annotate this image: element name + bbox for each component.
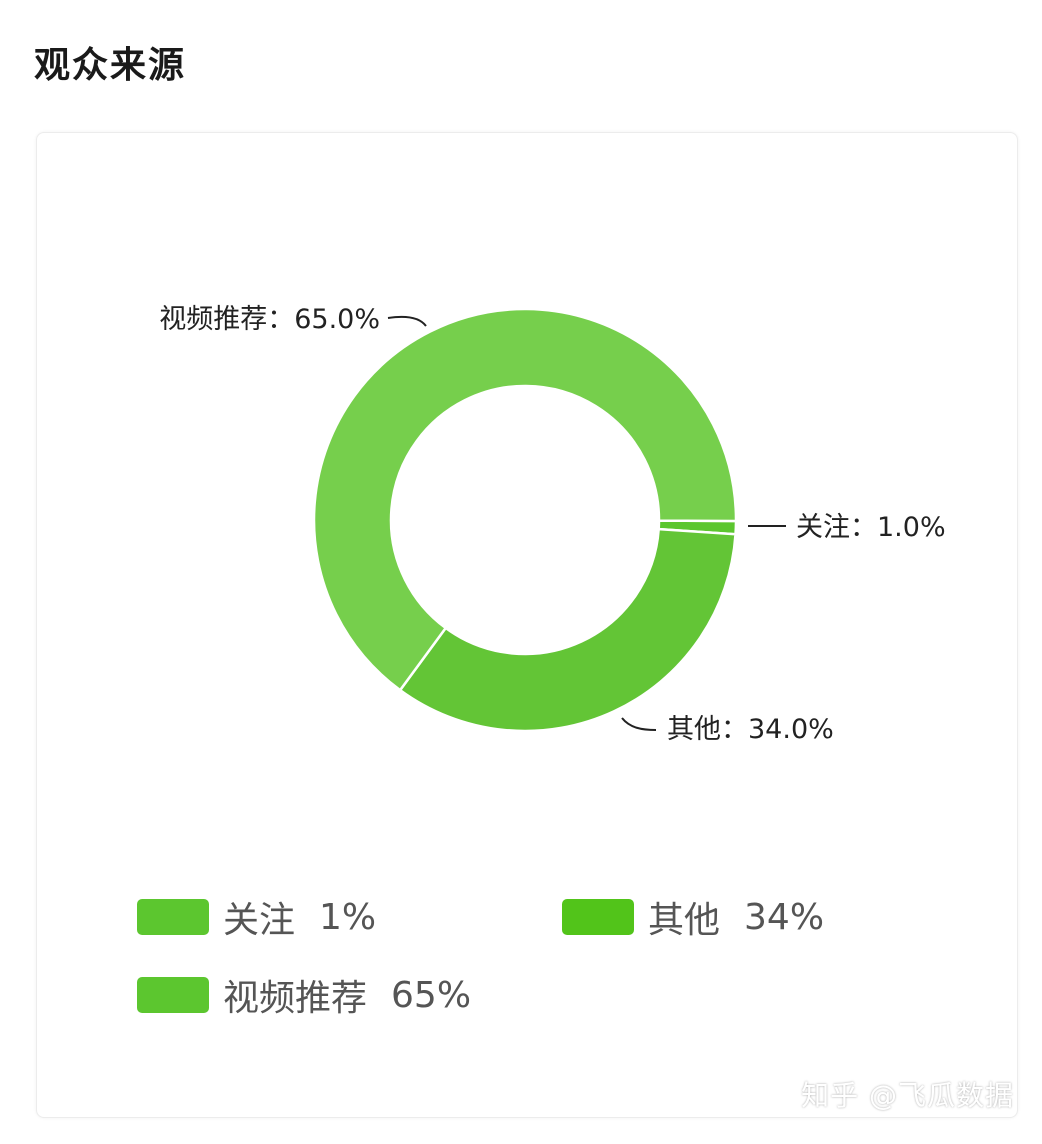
legend-swatch-follow <box>137 899 209 935</box>
leader-line-2 <box>621 717 657 731</box>
donut-slice-2[interactable] <box>398 527 737 733</box>
legend-swatch-video-recommend <box>137 977 209 1013</box>
data-label-2: 其他：34.0% <box>667 714 834 745</box>
watermark: 知乎 @飞瓜数据 <box>801 1079 1014 1112</box>
legend-pct-other: 34% <box>744 896 825 938</box>
legend-pct-video-recommend: 65% <box>391 974 472 1016</box>
donut-slice-0[interactable] <box>312 307 738 692</box>
legend-item-video-recommend[interactable]: 视频推荐 65% <box>137 969 471 1021</box>
legend-item-follow[interactable]: 关注 1% <box>137 891 376 943</box>
legend-pct-follow: 1% <box>319 896 377 938</box>
legend-label-video-recommend: 视频推荐 <box>223 978 368 1019</box>
legend-label-other: 其他 <box>648 900 721 941</box>
page-title: 观众来源 <box>34 45 187 86</box>
legend-item-other[interactable]: 其他 34% <box>562 891 824 943</box>
data-label-0: 视频推荐：65.0% <box>159 304 380 335</box>
legend-swatch-other <box>562 899 634 935</box>
legend-label-follow: 关注 <box>223 900 296 941</box>
leader-line-0 <box>387 315 427 327</box>
data-label-1: 关注：1.0% <box>796 512 946 543</box>
chart-card: 关注 1% 其他 34% 视频推荐 65% <box>36 132 1018 1118</box>
